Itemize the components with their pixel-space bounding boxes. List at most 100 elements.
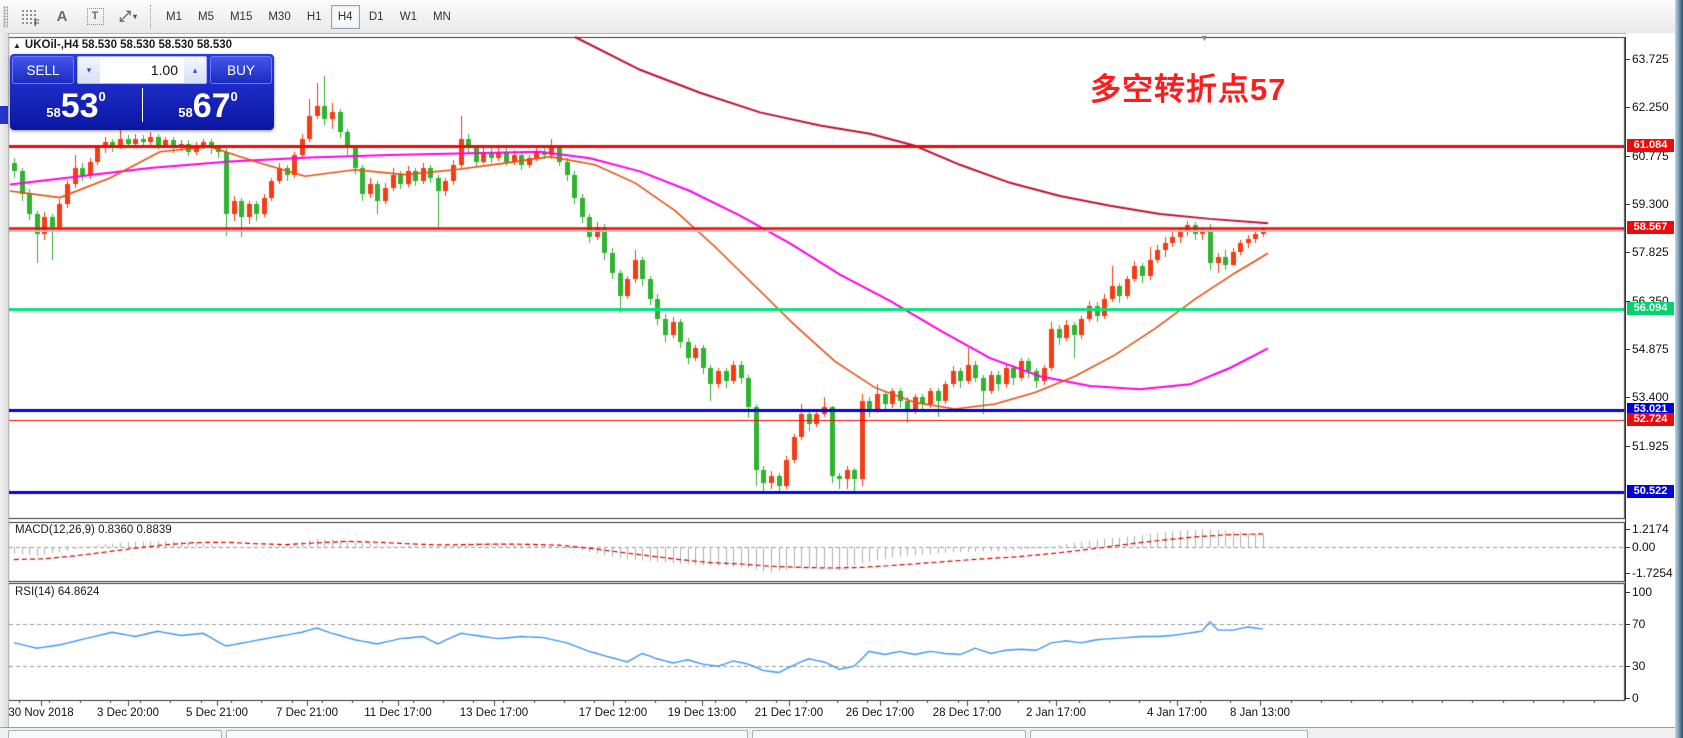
volume-input[interactable] — [100, 57, 184, 83]
axis-tick — [1626, 204, 1630, 205]
axis-tick — [1626, 301, 1630, 302]
arrow-tool-icon[interactable]: ⤢ ▾ — [118, 8, 138, 25]
price-axis[interactable]: 63.725 62.250 60.775 59.300 57.825 56.350 54.8… — [1626, 33, 1675, 726]
text-label-icon[interactable]: A — [56, 8, 68, 25]
price-tick-label: 51.925 — [1632, 439, 1669, 453]
axis-tick — [1626, 349, 1630, 350]
chart-tab[interactable] — [226, 730, 748, 738]
buy-price[interactable]: 58 67 0 — [142, 85, 274, 127]
rsi-name: RSI(14) — [15, 586, 55, 598]
volume-stepper: ▾ ▴ — [77, 56, 207, 84]
text-box-icon[interactable]: T — [83, 5, 107, 29]
time-axis-label: 5 Dec 21:00 — [185, 707, 248, 719]
rsi-tick-label: 100 — [1632, 585, 1653, 599]
time-axis-label: 4 Jan 17:00 — [1146, 707, 1208, 719]
tf-w1-button[interactable]: W1 — [393, 5, 424, 29]
symbol-ohlc-line: ▲ UKOil-,H4 58.530 58.530 58.530 58.530 — [13, 39, 232, 51]
chevron-down-icon: ▾ — [133, 12, 138, 21]
tf-m1-button[interactable]: M1 — [159, 5, 189, 29]
price-level-badge: 53.021 — [1627, 403, 1674, 416]
volume-decrease-button[interactable]: ▾ — [78, 57, 100, 83]
price-level-badge: 56.094 — [1627, 302, 1674, 315]
macd-tick-label: -1.7254 — [1632, 566, 1673, 580]
macd-values: 0.8360 0.8839 — [98, 524, 172, 536]
axis-tick — [1626, 59, 1630, 60]
axis-tick — [1626, 446, 1630, 447]
macd-tick-label: 0.00 — [1632, 540, 1656, 554]
price-divider — [142, 88, 143, 122]
toolbar: F A T ⤢ ▾ M1 M5 M15 M30 H1 H4 D1 W1 MN — [0, 0, 1675, 34]
t-box-glyph: T — [86, 8, 104, 25]
time-axis-label: 28 Dec 17:00 — [932, 707, 1002, 719]
price-tick-label: 57.825 — [1632, 245, 1669, 259]
chart-tab[interactable] — [8, 730, 222, 738]
tf-h4-button[interactable]: H4 — [330, 4, 360, 29]
axis-tick — [1626, 666, 1630, 667]
buy-price-big: 67 — [192, 87, 231, 125]
time-axis-label: 19 Dec 13:00 — [667, 707, 737, 719]
axis-tick — [1626, 624, 1630, 625]
price-tick-label: 63.725 — [1632, 52, 1669, 66]
toolbar-grip[interactable] — [3, 5, 8, 28]
price-tick-label: 53.400 — [1632, 390, 1669, 404]
toolbar-separator — [150, 4, 152, 29]
price-level-badge: 52.724 — [1627, 413, 1674, 426]
tf-m5-button[interactable]: M5 — [191, 5, 221, 29]
tf-m15-button[interactable]: M15 — [223, 5, 259, 29]
tf-m30-button[interactable]: M30 — [261, 5, 297, 29]
chart-annotation-text: 多空转折点57 — [1090, 72, 1287, 107]
axis-tick — [1626, 547, 1630, 548]
price-tick-label: 60.775 — [1632, 149, 1669, 163]
axis-tick — [1626, 573, 1630, 574]
tf-mn-button[interactable]: MN — [426, 5, 458, 29]
volume-increase-button[interactable]: ▴ — [184, 57, 206, 83]
axis-tick — [1626, 107, 1630, 108]
sell-price-small: 58 — [46, 105, 61, 120]
rsi-tick-label: 0 — [1632, 691, 1639, 705]
sell-price[interactable]: 58 53 0 — [10, 85, 142, 127]
price-axis-border — [1625, 37, 1626, 700]
macd-tick-label: 1.2174 — [1632, 522, 1669, 536]
axis-tick — [1626, 252, 1630, 253]
axis-tick — [1626, 397, 1630, 398]
axis-tick — [1626, 529, 1630, 530]
time-axis-label: 2 Jan 17:00 — [1025, 707, 1087, 719]
rsi-panel-label: RSI(14) 64.8624 — [13, 586, 102, 598]
time-axis-label: 3 Dec 20:00 — [96, 707, 159, 719]
sell-button[interactable]: SELL — [12, 56, 74, 84]
window-edge-scrollbar[interactable] — [1675, 0, 1683, 738]
chart-tab[interactable] — [752, 730, 1026, 738]
macd-name: MACD(12,26,9) — [15, 524, 95, 536]
time-axis-label: 13 Dec 17:00 — [459, 707, 529, 719]
chart-tab[interactable] — [1030, 730, 1308, 738]
price-chart-canvas[interactable] — [8, 35, 1626, 726]
symbol-ohlc-text: UKOil-,H4 58.530 58.530 58.530 58.530 — [24, 39, 233, 51]
left-strip-fragment — [0, 106, 8, 124]
price-level-badge: 58.567 — [1627, 221, 1674, 234]
price-tick-label: 54.875 — [1632, 342, 1669, 356]
macd-panel-label: MACD(12,26,9) 0.8360 0.8839 — [13, 524, 174, 536]
time-axis-label: 8 Jan 13:00 — [1229, 707, 1291, 719]
indicators-grid-icon[interactable]: F — [17, 5, 41, 29]
axis-tick — [1626, 156, 1630, 157]
price-level-badge: 50.522 — [1627, 485, 1674, 498]
price-tick-label: 62.250 — [1632, 100, 1669, 114]
rsi-tick-label: 70 — [1632, 617, 1646, 631]
price-level-badge: 61.084 — [1627, 139, 1674, 152]
axis-tick — [1626, 592, 1630, 593]
tf-h1-button[interactable]: H1 — [300, 5, 329, 29]
rsi-tick-label: 30 — [1632, 659, 1646, 673]
time-axis-label: 17 Dec 12:00 — [578, 707, 648, 719]
timeframe-buttons: M1 M5 M15 M30 H1 H4 D1 W1 MN — [158, 4, 459, 29]
time-axis-label: 30 Nov 2018 — [8, 707, 74, 719]
time-axis-label: 11 Dec 17:00 — [364, 707, 432, 719]
buy-button[interactable]: BUY — [210, 56, 272, 84]
chart-shift-marker-icon[interactable]: ▼ — [1200, 33, 1209, 43]
grid-dots-icon: F — [20, 9, 40, 28]
buy-price-small: 58 — [178, 105, 193, 120]
left-window-strip — [0, 33, 9, 738]
tf-d1-button[interactable]: D1 — [362, 5, 391, 29]
up-triangle-icon: ▲ — [13, 41, 21, 50]
sell-price-big: 53 — [60, 87, 99, 125]
